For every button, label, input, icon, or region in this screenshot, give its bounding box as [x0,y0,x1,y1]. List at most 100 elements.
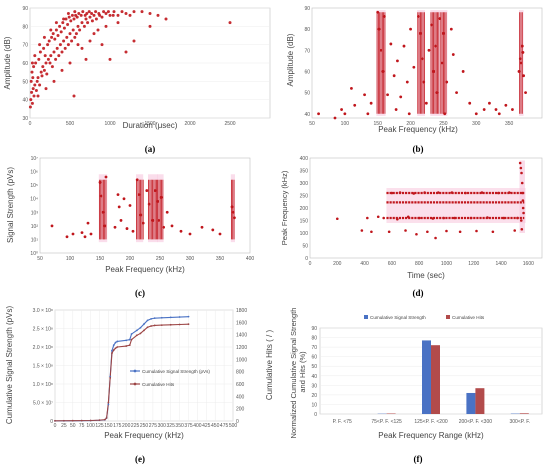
data-point [387,230,391,234]
data-point [521,206,525,210]
y-tick-label: 50 [302,244,308,250]
data-point [44,61,48,65]
y-tick-label: 100 [300,231,309,237]
panel-e-legend: Cumulative Signal Strength (pVs) Cumulat… [130,369,210,387]
panel-d-ticks: 0 200 400 600 800 1000 1200 1400 1600 0 50 100 150 20… [300,156,534,267]
x-tick-label: 500 [66,121,75,127]
data-point [53,37,57,41]
data-point [90,19,94,23]
data-point [497,112,501,116]
x-tick-label: 1500 [144,121,155,127]
data-point-hits [178,323,181,326]
y2-tick-label: 1400 [236,333,247,339]
data-point [458,230,462,234]
data-point [151,219,155,222]
data-point-hits [169,323,172,326]
panel-f-xlabel: Peak Frequency Range (kHz) [378,431,484,440]
y-tick-label: 10⁰ [30,251,38,257]
x-tick-label: 375 [184,423,193,429]
data-point-hits [160,324,163,327]
data-point [396,217,399,221]
x-tick-label: 300 [186,256,195,262]
x-tick-label: 200 [333,261,342,267]
data-point [52,50,56,54]
x-tick-label: 0 [54,423,57,429]
data-point [165,210,169,214]
data-point [124,50,128,54]
panel-d-xlabel: Time (sec) [407,271,445,280]
data-point [119,219,123,222]
data-point [57,54,61,58]
panel-e-ticks: 0 25 50 75 100 125 150 175 200 225 250 275 300 325 350… [33,308,248,429]
data-point [497,191,500,195]
data-point [33,54,37,58]
data-point [116,21,120,25]
data-point [148,24,152,28]
data-point [78,28,82,32]
panel-f-legend: Cumulative Signal Strength Cumulative Hi… [364,315,485,320]
data-point [317,112,320,116]
data-point [66,43,70,47]
data-point [419,31,422,35]
data-point [88,39,92,43]
data-point [61,21,65,25]
data-point [426,230,429,234]
y-tick-label: 400 [300,156,309,162]
density-band [519,160,525,233]
data-point [43,54,47,58]
y-tick-label: 10⁴ [30,197,38,203]
data-point [438,17,441,20]
y-tick-label: 30 [22,116,28,122]
data-point [141,221,145,225]
data-point-signal-strength [114,341,117,344]
data-point [521,191,524,195]
panel-d-ylabel: Peak Frequency (kHz) [280,170,289,245]
data-point [435,91,439,95]
x-tick-label: 250 [156,256,165,262]
data-point [104,12,108,15]
y-tick-label: 1.5 × 10⁸ [33,364,53,370]
y-tick-label: 90 [311,326,317,332]
panel-f-ylabel-line2: and Hits (%) [298,351,307,393]
data-point [68,32,72,36]
data-point [31,87,35,91]
data-point-hits [125,345,128,347]
data-point [421,57,424,61]
data-point [376,215,380,219]
data-point [71,28,75,32]
data-point [106,10,110,14]
data-point [139,213,143,217]
data-point [147,202,151,206]
data-point [513,229,517,232]
data-point [86,21,90,25]
data-point [69,19,73,23]
data-point-hits [114,347,117,350]
panel-e-ylabel: Cumulative Signal Strength (pVs) [5,306,14,425]
data-point [517,70,521,73]
data-point-signal-strength [125,339,128,342]
y2-tick-label: 200 [236,407,245,413]
data-point-hits [128,344,131,347]
panel-b-label: (b) [413,144,424,154]
data-point [436,191,440,194]
data-point [409,27,412,31]
x-tick-label: 350 [505,121,514,127]
panel-d-peak-frequency-vs-time: 0 200 400 600 800 1000 1200 1400 1600 0 50 100 150 20… [280,156,543,298]
x-tick-label: 400 [193,423,202,429]
x-tick-label: 0 [309,261,312,267]
x-tick-label: 150 [374,121,383,127]
data-point [218,232,222,236]
data-point [453,216,456,220]
data-point-signal-strength [150,317,153,320]
panel-f-ylabel-line1: Normalized Cumulative Signal Strength [289,308,298,439]
x-tick-label: 425 [202,423,211,429]
data-point [170,224,174,228]
y-tick-label: 20 [311,393,317,399]
bar-signal-strength [422,340,431,414]
panel-c-ylabel: Signal Strength (pVs) [6,167,15,243]
data-point [101,210,105,214]
data-point [520,181,524,185]
x-tick-label: 0 [29,121,32,127]
x-tick-label: 500 [229,423,238,429]
data-point [125,227,129,230]
